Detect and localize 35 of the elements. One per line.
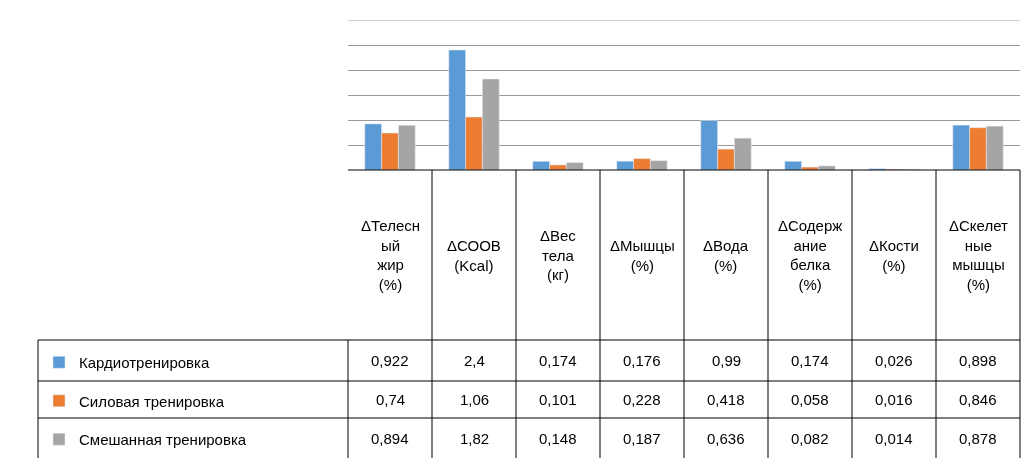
data-label: 0,228 [623,391,661,408]
data-label: 0,74 [376,391,406,408]
data-label: 0,187 [623,430,661,447]
data-label: 0,101 [539,391,577,408]
data-label: 0,878 [959,430,997,447]
data-label: 0,418 [707,391,745,408]
data-label: 0,894 [371,430,409,447]
data-label: 0,026 [875,352,913,369]
x-tick-label: ΔТелесный жир (%) [361,217,421,293]
data-label: 0,058 [791,391,829,408]
data-label: 0,922 [371,352,409,369]
legend-label: Кардиотренировка [79,354,210,372]
data-label: 0,176 [623,352,661,369]
data-label: 1,06 [460,391,490,408]
legend-label: Смешанная тренировка [79,431,247,449]
data-label: 0,846 [959,391,997,408]
data-label: 1,82 [460,430,490,447]
x-tick-label: ΔВода (%) [703,237,749,274]
data-label: 0,99 [712,352,742,369]
x-tick-label: ΔКости (%) [869,237,919,274]
data-label: 0,148 [539,430,577,447]
data-label: 0,016 [875,391,913,408]
data-label: 0,174 [791,352,829,369]
data-label: 0,014 [875,430,913,447]
data-label: 0,174 [539,352,577,369]
x-tick-label: ΔСодержание белка (%) [778,217,843,293]
data-label: 0,636 [707,430,745,447]
data-label: 2,4 [464,352,485,369]
x-tick-label: ΔСООВ (Kcal) [447,237,501,274]
data-label: 0,898 [959,352,997,369]
x-tick-label: ΔСкелетные мышцы (%) [949,217,1009,293]
x-tick-label: ΔМышцы (%) [610,237,675,274]
legend-label: Силовая тренировка [79,392,225,410]
data-label: 0,082 [791,430,829,447]
x-tick-label: ΔВес тела (кг) [540,227,577,283]
